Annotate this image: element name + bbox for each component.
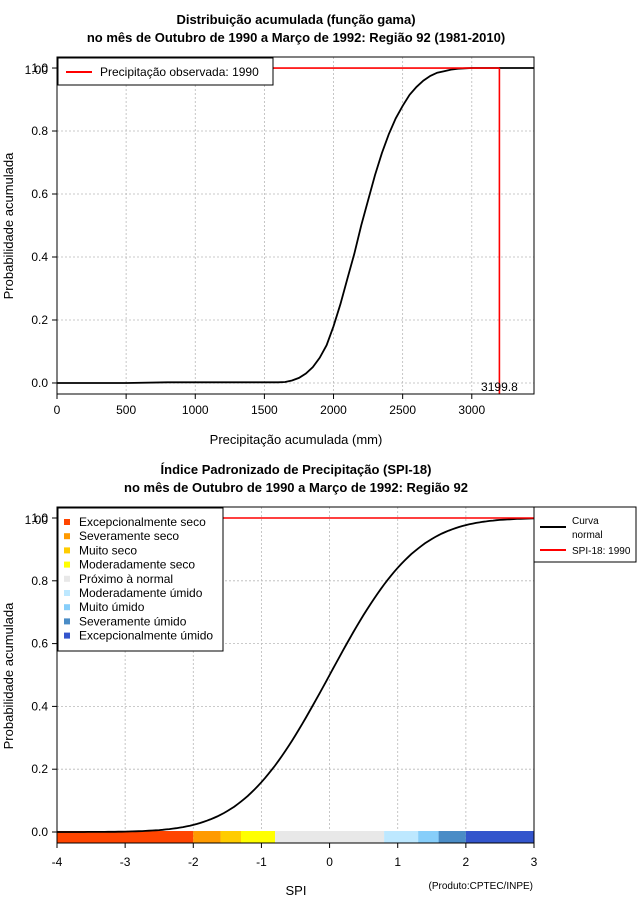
- spi-x-axis: -4 -3 -2 -1 0 1 2 3: [52, 843, 538, 869]
- spi-y-tick-label: 0.0: [31, 825, 48, 839]
- spi-x-tick-label: 2: [463, 855, 470, 869]
- spi-y-label: Probabilidade acumulada: [1, 602, 16, 749]
- spi-category-band: [220, 831, 241, 843]
- gamma-y-tick-label: 0.2: [31, 313, 48, 327]
- category-legend-label: Excepcionalmente úmido: [79, 629, 213, 643]
- spi-category-band: [275, 831, 385, 843]
- gamma-y-label: Probabilidade acumulada: [1, 152, 16, 299]
- gamma-x-tick-label: 0: [54, 403, 61, 417]
- spi-x-tick-label: 3: [531, 855, 538, 869]
- spi-title-line2: no mês de Outubro de 1990 a Março de 199…: [124, 480, 468, 495]
- category-legend-marker: [64, 519, 70, 525]
- spi-category-band: [438, 831, 466, 843]
- spi-plot-frame: [56, 506, 535, 844]
- category-legend-marker: [64, 618, 70, 625]
- gamma-y-tick-label: 0.8: [31, 124, 48, 138]
- category-legend-label: Moderadamente seco: [79, 558, 195, 572]
- spi-category-band: [418, 831, 439, 843]
- category-legend-marker: [64, 561, 70, 568]
- spi-y-tick-label: 1.0: [31, 511, 48, 525]
- spi-y-tick-label: 0.2: [31, 762, 48, 776]
- gamma-chart: Distribuição acumulada (função gama) no …: [1, 12, 535, 447]
- spi-y-axis: 0.0 0.2 0.4 0.6 0.8 1.0: [31, 511, 57, 839]
- category-legend-marker: [64, 632, 70, 639]
- spi-legend-box: [533, 506, 637, 563]
- gamma-y-top-overlay: 1.00: [25, 63, 49, 77]
- spi-y-tick-label: 0.6: [31, 637, 48, 651]
- normal-legend-label-line1: Curva: [572, 516, 599, 527]
- gamma-x-tick-label: 500: [116, 403, 136, 417]
- spi-category-band: [193, 831, 221, 843]
- gamma-x-tick-label: 3000: [458, 403, 485, 417]
- gamma-y-tick-label: 1.0: [31, 61, 48, 75]
- spi-legend: Curva normal SPI-18: 1990: [533, 506, 637, 563]
- spi-x-tick-label: 0: [326, 855, 333, 869]
- gamma-legend-box: [57, 57, 274, 86]
- gamma-x-tick-label: 2500: [389, 403, 416, 417]
- category-legend-label: Muito seco: [79, 543, 137, 557]
- spi-category-band: [384, 831, 419, 843]
- gamma-legend: Precipitação observada: 1990: [57, 57, 274, 86]
- gamma-x-tick-label: 1000: [182, 403, 209, 417]
- gamma-gridlines: [56, 57, 534, 394]
- spi-y-top-overlay: 1.00: [25, 513, 49, 527]
- gamma-x-tick-label: 1500: [251, 403, 278, 417]
- spi-x-label: SPI: [286, 883, 307, 898]
- spi-category-band: [465, 831, 534, 843]
- gamma-title-line1: Distribuição acumulada (função gama): [176, 12, 415, 27]
- spi-x-tick-label: -2: [188, 855, 199, 869]
- spi-category-band: [240, 831, 276, 843]
- gamma-plot-frame: [56, 56, 535, 395]
- gamma-y-tick-label: 0.4: [31, 250, 48, 264]
- spi-x-tick-label: 1: [394, 855, 401, 869]
- category-legend-label: Muito úmido: [79, 600, 145, 614]
- category-legend-label: Severamente seco: [79, 529, 179, 543]
- category-legend-marker: [64, 604, 70, 611]
- spi-y-tick-label: 0.8: [31, 574, 48, 588]
- spi-x-tick-label: -4: [52, 855, 63, 869]
- category-legend-label: Moderadamente úmido: [79, 586, 203, 600]
- gamma-x-axis: 0 500 1000 1500 2000 2500 3000: [54, 394, 485, 417]
- gamma-y-axis: 0.0 0.2 0.4 0.6 0.8 1.0: [31, 61, 57, 390]
- category-legend-marker: [64, 547, 70, 554]
- category-legend-label: Severamente úmido: [79, 614, 187, 628]
- spi-category-bands: [57, 831, 534, 843]
- spi-chart: Índice Padronizado de Precipitação (SPI-…: [1, 462, 637, 898]
- product-credit: (Produto:CPTEC/INPE): [429, 881, 533, 892]
- gamma-x-tick-label: 2000: [320, 403, 347, 417]
- category-legend-label: Excepcionalmente seco: [79, 515, 206, 529]
- spi-legend-label: SPI-18: 1990: [572, 546, 631, 557]
- spi-category-band: [57, 831, 194, 843]
- spi-title-line1: Índice Padronizado de Precipitação (SPI-…: [161, 462, 432, 477]
- gamma-y-tick-label: 0.0: [31, 376, 48, 390]
- category-legend-marker: [64, 533, 70, 540]
- gamma-title-line2: no mês de Outubro de 1990 a Março de 199…: [87, 30, 505, 45]
- normal-legend-label-line2: normal: [572, 530, 603, 541]
- observed-value-label: 3199.8: [481, 380, 518, 394]
- normal-cdf-curve: [57, 517, 535, 833]
- category-legend-marker: [64, 575, 70, 582]
- gamma-cdf-curve: [57, 67, 534, 384]
- category-legend-marker: [64, 590, 70, 596]
- spi-x-tick-label: -1: [256, 855, 267, 869]
- category-legend-label: Próximo à normal: [79, 572, 173, 586]
- category-legend-box: [57, 507, 224, 652]
- spi-x-tick-label: -3: [120, 855, 131, 869]
- gamma-x-label: Precipitação acumulada (mm): [210, 432, 383, 447]
- gamma-y-tick-label: 0.6: [31, 187, 48, 201]
- gamma-legend-label: Precipitação observada: 1990: [100, 65, 259, 79]
- spi-y-tick-label: 0.4: [31, 699, 48, 713]
